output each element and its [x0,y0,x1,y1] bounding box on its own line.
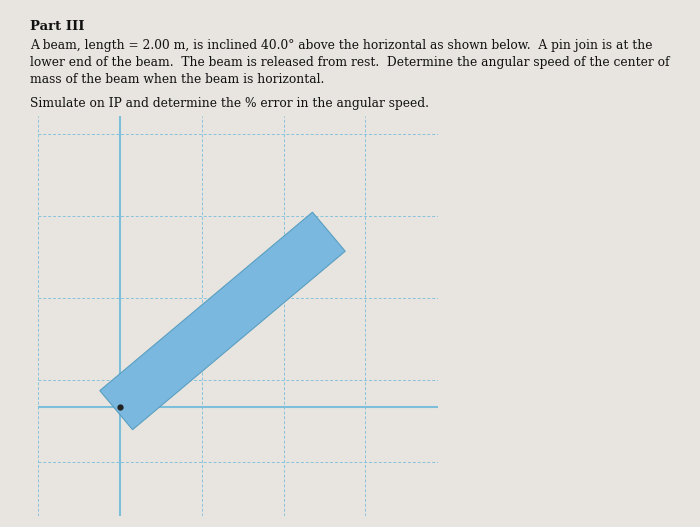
Text: Simulate on IP and determine the % error in the angular speed.: Simulate on IP and determine the % error… [30,97,429,110]
Text: A beam, length = 2.00 m, is inclined 40.0° above the horizontal as shown below. : A beam, length = 2.00 m, is inclined 40.… [30,39,669,86]
Text: Part III: Part III [30,20,85,33]
Polygon shape [100,212,345,430]
